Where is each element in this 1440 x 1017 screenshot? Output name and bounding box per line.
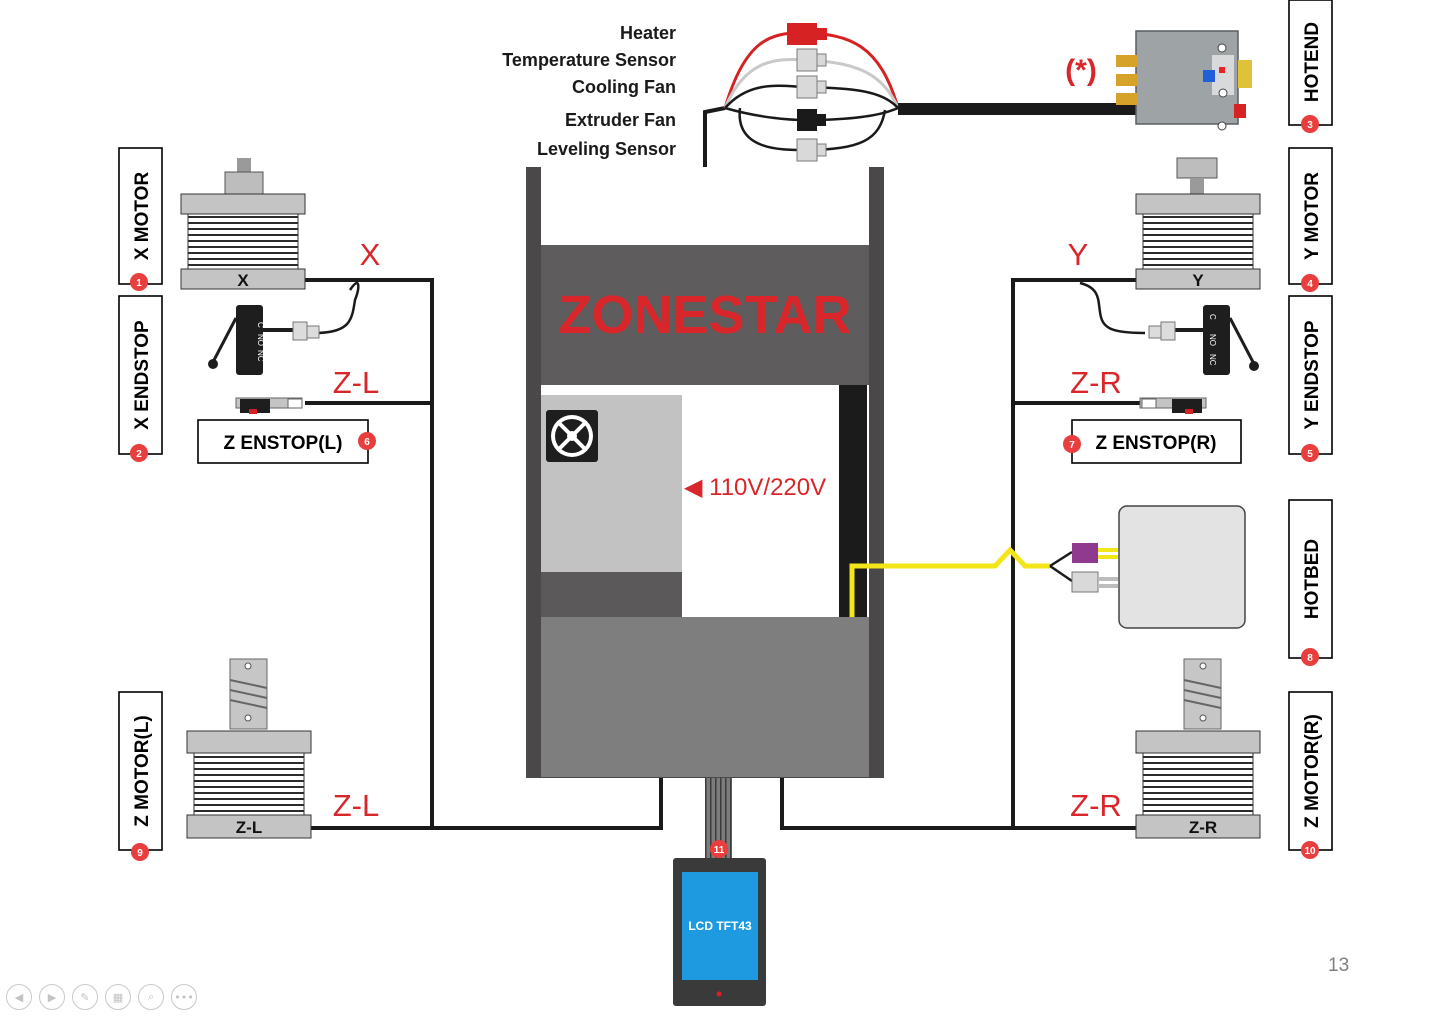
z-motor-l-letter: Z-L: [236, 818, 262, 837]
z-endstop-l-label: Z ENSTOP(L): [224, 433, 343, 454]
badge-5: 5: [1307, 449, 1313, 460]
label-lcd: 11: [710, 840, 728, 858]
label-x-endstop: X ENDSTOP 2: [118, 295, 163, 462]
label-z-motor-r: Z MOTOR(R) 10: [1288, 691, 1333, 859]
fan-icon: [546, 410, 598, 462]
x-motor: X: [180, 158, 306, 290]
hotend-harness: Heater Temperature Sensor Cooling Fan Ex…: [502, 23, 1138, 167]
y-motor: Y: [1135, 157, 1261, 290]
x-motor-label: X MOTOR: [132, 172, 153, 261]
power-supply: ◀ 110V/220V: [541, 395, 826, 617]
next-icon[interactable]: ▶: [39, 984, 65, 1010]
z-motor-l-label: Z MOTOR(L): [132, 715, 153, 827]
x-endstop-label: X ENDSTOP: [132, 320, 153, 430]
slide-page-number: 13: [1328, 955, 1350, 976]
label-x-motor: X MOTOR 1: [118, 147, 163, 291]
zoom-icon[interactable]: ⌕: [138, 984, 164, 1010]
cable-label-heater: Heater: [620, 23, 676, 43]
label-z-motor-l: Z MOTOR(L) 9: [118, 691, 163, 861]
x-switch-pin-nc: NC: [256, 350, 265, 362]
badge-11: 11: [714, 845, 725, 856]
badge-2: 2: [136, 449, 142, 460]
cable-label-leveling-sensor: Leveling Sensor: [537, 139, 676, 159]
badge-10: 10: [1304, 846, 1316, 857]
badge-6: 6: [364, 437, 370, 448]
hotbed: [1071, 505, 1246, 629]
x-motor-letter: X: [237, 271, 249, 290]
y-switch-pin-c: C: [1208, 314, 1217, 320]
label-hotend: HOTEND 3: [1288, 0, 1333, 133]
brand-label: ZONESTAR: [559, 285, 852, 345]
badge-8: 8: [1307, 653, 1313, 664]
slideshow-nav-bar: ◀ ▶ ✎ ▦ ⌕ •••: [6, 984, 197, 1010]
hotbed-label: HOTBED: [1302, 539, 1323, 619]
z-endstop-l-sensor: [235, 397, 303, 414]
label-z-endstop-l: Z ENSTOP(L) 6: [197, 419, 376, 464]
y-endstop-switch: C NO NC: [1148, 305, 1259, 375]
cable-label-temperature-sensor: Temperature Sensor: [502, 50, 676, 70]
wire-label-y: Y: [1068, 237, 1089, 272]
left-wiring: [305, 278, 663, 830]
slides-icon[interactable]: ▦: [105, 984, 131, 1010]
badge-7: 7: [1069, 440, 1075, 451]
z-motor-r-label: Z MOTOR(R): [1302, 714, 1323, 828]
pen-icon[interactable]: ✎: [72, 984, 98, 1010]
badge-3: 3: [1307, 120, 1313, 131]
x-endstop-switch: C NO NC: [208, 305, 320, 375]
hotend-note: (*): [1065, 54, 1097, 87]
y-motor-letter: Y: [1192, 271, 1204, 290]
lcd-label: LCD TFT43: [688, 919, 752, 933]
x-switch-pin-c: C: [256, 322, 265, 328]
hotend-label: HOTEND: [1302, 22, 1323, 102]
wire-label-zl-endstop: Z-L: [333, 365, 380, 400]
lcd-display: LCD TFT43: [673, 778, 766, 1006]
z-motor-l: Z-L: [186, 658, 312, 839]
y-switch-pin-no: NO: [1208, 334, 1217, 346]
previous-icon[interactable]: ◀: [6, 984, 32, 1010]
more-icon[interactable]: •••: [171, 984, 197, 1010]
badge-9: 9: [137, 848, 143, 859]
z-motor-r-letter: Z-R: [1189, 818, 1217, 837]
y-switch-pin-nc: NC: [1208, 354, 1217, 366]
label-y-endstop: Y ENDSTOP 5: [1288, 295, 1333, 462]
x-switch-pin-no: NO: [256, 334, 265, 346]
badge-1: 1: [136, 278, 142, 289]
wire-label-zr-motor: Z-R: [1070, 788, 1122, 823]
y-motor-label: Y MOTOR: [1302, 172, 1323, 260]
label-y-motor: Y MOTOR 4: [1288, 147, 1333, 292]
label-z-endstop-r: Z ENSTOP(R) 7: [1063, 419, 1242, 464]
wire-label-zl-motor: Z-L: [333, 788, 380, 823]
controller-box: ZONESTAR ◀ 110V/220V: [526, 167, 884, 778]
z-endstop-r-label: Z ENSTOP(R): [1095, 433, 1216, 454]
badge-4: 4: [1307, 279, 1313, 290]
y-endstop-label: Y ENDSTOP: [1302, 320, 1323, 429]
z-motor-r: Z-R: [1135, 658, 1261, 839]
hotend: (*): [1065, 30, 1252, 131]
cable-label-extruder-fan: Extruder Fan: [565, 110, 676, 130]
cable-label-cooling-fan: Cooling Fan: [572, 77, 676, 97]
label-hotbed: HOTBED 8: [1288, 499, 1333, 666]
z-endstop-r-sensor: [1139, 397, 1207, 414]
wire-label-zr-endstop: Z-R: [1070, 365, 1122, 400]
right-wiring: [780, 278, 1146, 830]
power-label: ◀ 110V/220V: [684, 474, 826, 501]
wire-label-x: X: [360, 237, 381, 272]
